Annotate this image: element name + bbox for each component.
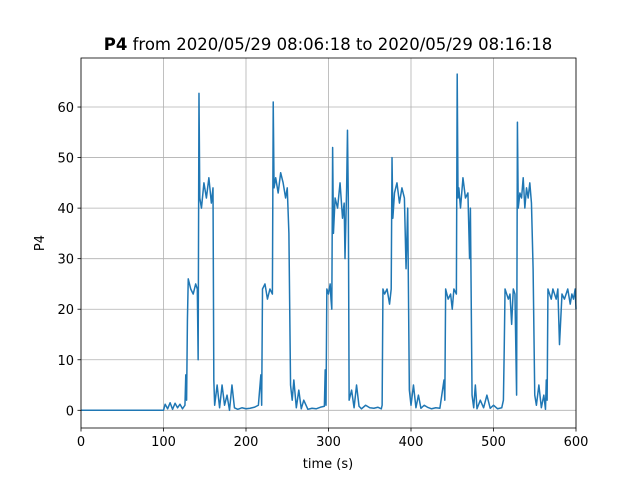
y-axis-label: P4 [33, 235, 48, 251]
x-tick-label: 500 [481, 435, 506, 450]
y-tick-label: 10 [57, 354, 74, 369]
x-tick-label: 300 [316, 435, 341, 450]
title-text: from 2020/05/29 08:06:18 to 2020/05/29 0… [133, 35, 553, 54]
chart-title: P4 from 2020/05/29 08:06:18 to 2020/05/2… [104, 35, 552, 54]
x-tick-label: 100 [151, 435, 176, 450]
y-tick-label: 60 [57, 101, 74, 116]
x-tick-label: 400 [399, 435, 424, 450]
y-tick-label: 40 [57, 202, 74, 217]
x-tick-label: 600 [564, 435, 589, 450]
plot-frame [80, 57, 577, 429]
y-tick-label: 30 [57, 253, 74, 268]
x-axis-label: time (s) [303, 457, 353, 472]
title-series: P4 [104, 35, 128, 54]
y-tick-label: 20 [57, 303, 74, 318]
x-tick-label: 200 [234, 435, 259, 450]
y-tick-label: 50 [57, 152, 74, 167]
data-line [81, 73, 577, 412]
x-tick-label: 0 [77, 435, 85, 450]
y-tick-label: 0 [66, 404, 74, 419]
